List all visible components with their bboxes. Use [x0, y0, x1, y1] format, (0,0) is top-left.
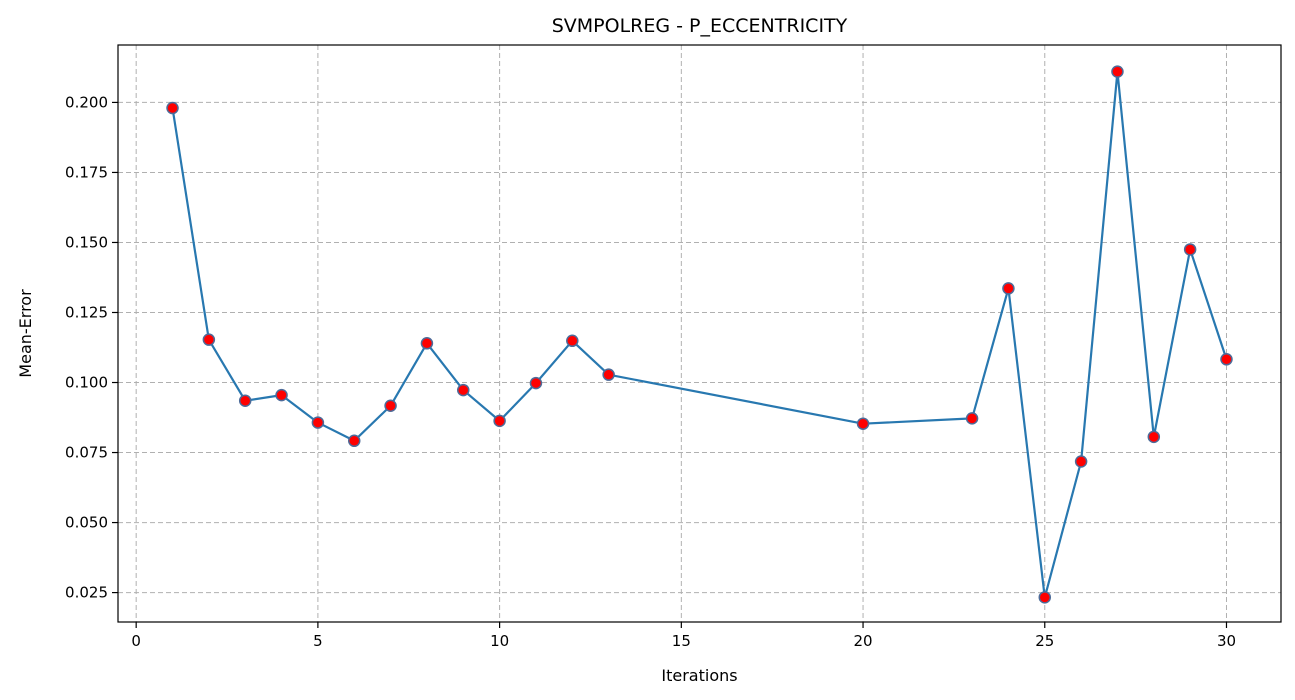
x-tick-label: 0: [131, 632, 141, 650]
x-tick-label: 30: [1217, 632, 1236, 650]
data-point: [238, 394, 252, 407]
chart-title: SVMPOLREG - P_ECCENTRICITY: [552, 15, 848, 37]
data-point: [420, 337, 434, 350]
x-tick-label: 10: [490, 632, 509, 650]
y-tick-label: 0.025: [65, 584, 108, 602]
axes: 0 5 10 15 20 25 30 0.025 0.050 0.075 0.100 0.125 0.1…: [65, 93, 1236, 650]
data-series: [166, 65, 1233, 604]
data-point: [856, 417, 870, 430]
data-point: [566, 334, 579, 348]
x-tick-label: 25: [1035, 632, 1054, 650]
data-point: [1183, 243, 1197, 256]
data-point: [202, 333, 216, 346]
data-point: [1220, 353, 1233, 366]
data-point: [965, 412, 979, 425]
data-point: [347, 434, 361, 448]
data-point: [384, 399, 397, 413]
data-point: [1147, 430, 1161, 444]
data-point: [1074, 455, 1088, 468]
plot-frame: [117, 44, 1282, 623]
data-point: [1038, 591, 1052, 604]
x-tick-label: 15: [672, 632, 691, 650]
data-point: [457, 383, 470, 397]
y-tick-label: 0.100: [65, 374, 108, 392]
data-point: [602, 368, 615, 381]
data-point: [311, 416, 325, 429]
series-line: [171, 70, 1228, 599]
data-point: [529, 376, 543, 390]
y-tick-label: 0.125: [65, 303, 108, 321]
grid: [118, 45, 1281, 622]
data-point: [1111, 65, 1124, 78]
y-tick-label: 0.175: [65, 163, 108, 181]
data-point: [1002, 282, 1015, 295]
data-point: [493, 414, 506, 428]
y-tick-label: 0.050: [65, 514, 108, 532]
x-tick-label: 5: [313, 632, 323, 650]
data-point: [275, 388, 288, 402]
y-tick-label: 0.200: [65, 93, 108, 111]
y-tick-label: 0.150: [65, 233, 108, 251]
x-axis-title: Iterations: [661, 666, 737, 685]
x-tick-label: 20: [854, 632, 873, 650]
y-tick-label: 0.075: [65, 444, 108, 462]
data-point: [166, 101, 179, 115]
y-axis-title: Mean-Error: [16, 289, 35, 378]
